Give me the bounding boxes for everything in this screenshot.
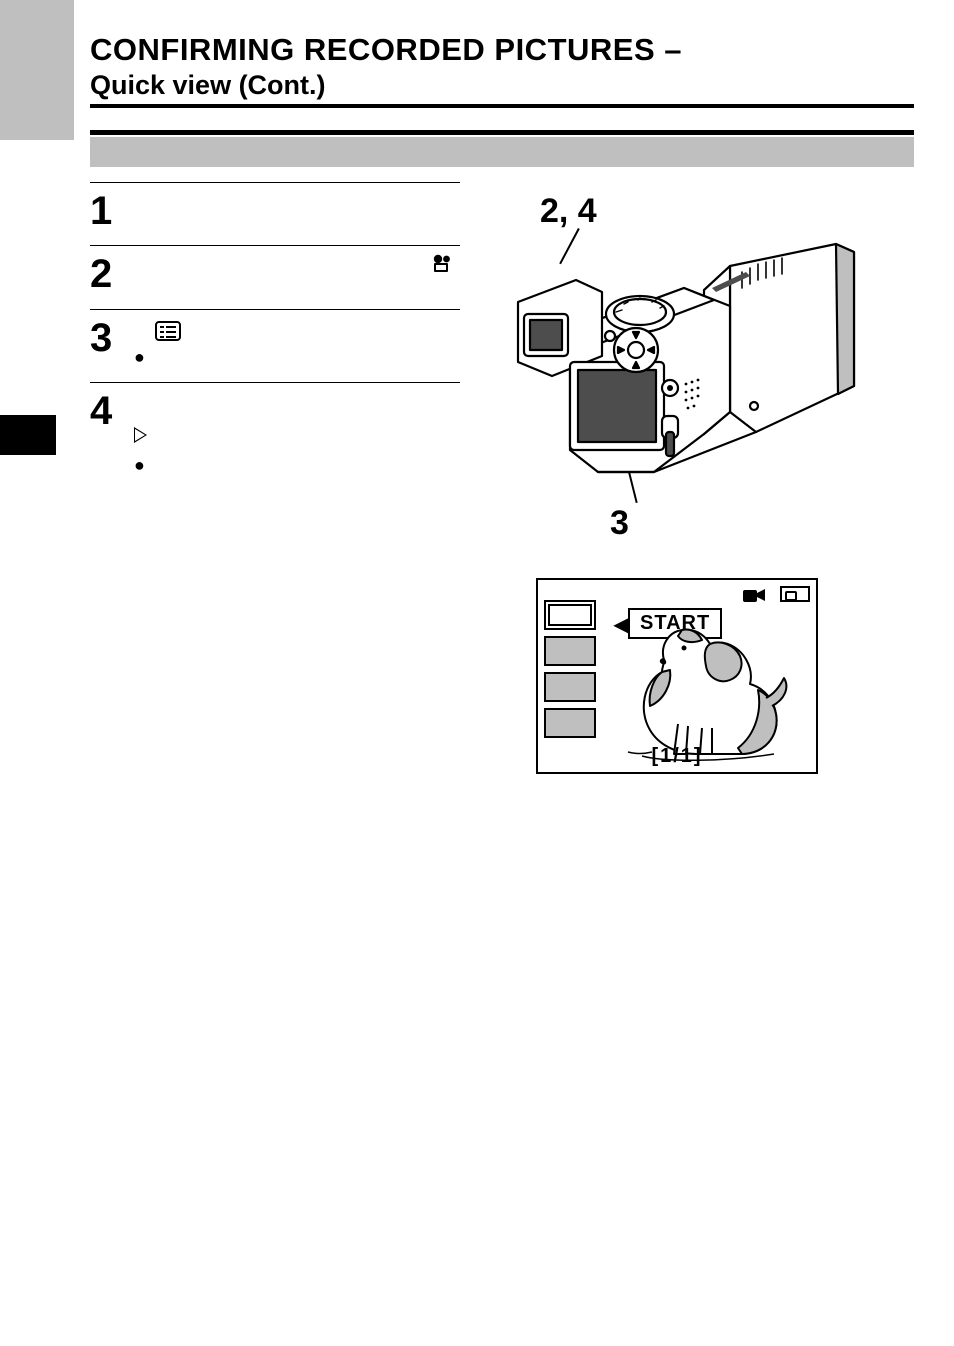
step-list: 1 Display the movie picture with Quick v…: [90, 182, 460, 490]
callout-3: 3: [610, 504, 629, 543]
lcd-thumb: [544, 600, 596, 630]
step-play-row: [134, 425, 460, 449]
step-text: Press the arrow pad to display the pictu…: [134, 254, 460, 295]
step-text-content: Press the right arrow to start playback.: [134, 392, 390, 409]
step-2: 2 Press the arrow pad to display the pic…: [90, 245, 460, 309]
step-4: 4 Press the right arrow to start playbac…: [90, 382, 460, 490]
camera-illustration: [498, 236, 866, 498]
page-header: CONFIRMING RECORDED PICTURES – Quick vie…: [90, 32, 914, 101]
step-number: 3: [90, 318, 134, 369]
margin-tab-top: [0, 0, 74, 140]
lcd-thumb: [544, 636, 596, 666]
step-number: 2: [90, 254, 134, 295]
section-band: [90, 137, 914, 167]
section-band-top: [90, 130, 914, 135]
page: CONFIRMING RECORDED PICTURES – Quick vie…: [0, 0, 954, 1346]
title-line-1: CONFIRMING RECORDED PICTURES –: [90, 32, 914, 68]
step-text: Display the movie picture with Quick vie…: [134, 191, 460, 231]
step-text-content: Display the movie picture with Quick vie…: [134, 192, 412, 209]
movie-icon: [432, 254, 454, 280]
title-line-2: Quick view (Cont.): [90, 70, 914, 101]
step-bullet-text: The menu is displayed.: [148, 348, 302, 368]
step-number: 1: [90, 191, 134, 231]
play-icon: [134, 425, 147, 449]
movie-icon: [742, 586, 766, 609]
step-text-content: Press the menu button.: [185, 321, 340, 338]
step-3: 3 aa Press the menu button. ● The menu i…: [90, 309, 460, 383]
step-text-content: Press the arrow pad to display the pictu…: [134, 255, 441, 292]
lcd-thumb-strip: [544, 600, 600, 744]
lcd-thumb: [544, 708, 596, 738]
margin-tab-side: [0, 415, 56, 455]
step-bullet: ● The menu is displayed.: [134, 348, 460, 368]
dog-illustration: [624, 614, 794, 764]
header-rule: [90, 104, 914, 108]
lcd-preview: ◀ START: [536, 578, 818, 774]
step-text: Press the right arrow to start playback.…: [134, 391, 460, 476]
step-number: 4: [90, 391, 134, 476]
callout-2-4: 2, 4: [540, 192, 597, 231]
lcd-counter: [1/1]: [538, 745, 816, 768]
step-text: aa Press the menu button. ● The menu is …: [134, 318, 460, 369]
menu-icon: [155, 318, 181, 342]
page-number: 66: [20, 1306, 39, 1326]
step-bullet-text: Playback starts.: [148, 456, 254, 476]
step-1: 1 Display the movie picture with Quick v…: [90, 182, 460, 245]
step-bullet: ● Playback starts.: [134, 456, 460, 476]
card-icon: [780, 586, 810, 602]
lcd-thumb: [544, 672, 596, 702]
